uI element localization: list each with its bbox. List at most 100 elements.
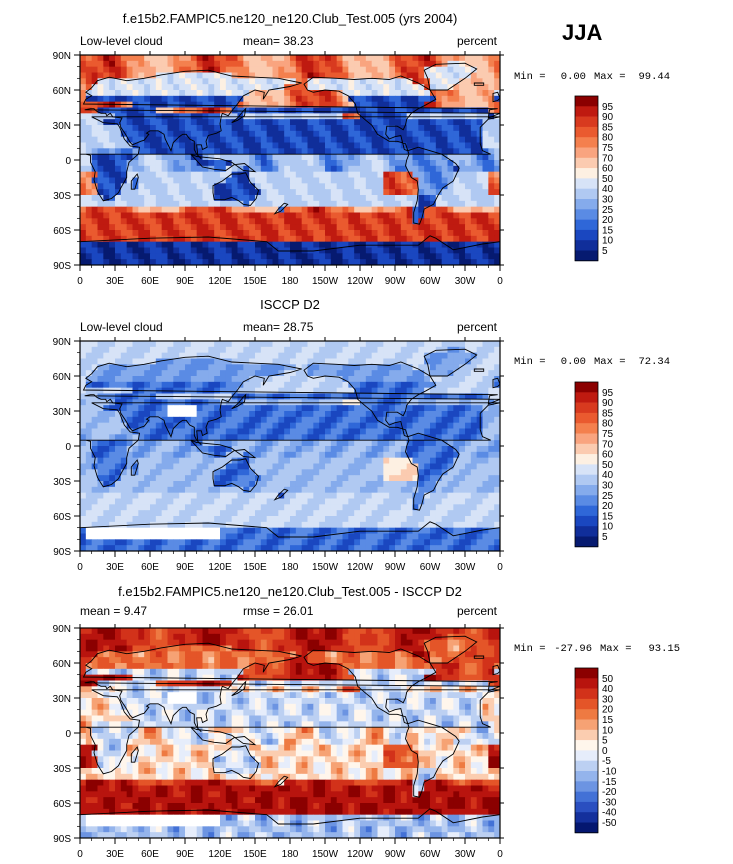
grid-cell (383, 469, 390, 476)
grid-cell (476, 405, 483, 412)
grid-cell (389, 341, 396, 348)
grid-cell (138, 165, 145, 173)
grid-cell (190, 72, 198, 79)
grid-cell (185, 428, 192, 435)
grid-cell (313, 393, 320, 400)
grid-cell (155, 247, 163, 254)
grid-cell (260, 481, 268, 488)
grid-cell (80, 171, 87, 178)
grid-cell (470, 218, 478, 225)
grid-cell (476, 195, 483, 202)
grid-cell (150, 189, 157, 196)
grid-cell (354, 451, 361, 459)
grid-cell (231, 218, 238, 225)
grid-cell (406, 206, 413, 213)
grid-cell (453, 160, 460, 167)
grid-cell (476, 154, 483, 161)
grid-cell (179, 510, 186, 517)
grid-cell (360, 206, 367, 213)
grid-cell (424, 492, 431, 499)
grid-cell (284, 446, 291, 453)
grid-cell (208, 411, 215, 418)
grid-cell (459, 434, 466, 441)
grid-cell (301, 516, 308, 523)
grid-cell (295, 125, 303, 132)
grid-cell (360, 469, 367, 476)
grid-cell (132, 148, 139, 155)
grid-cell (301, 451, 308, 459)
grid-cell (319, 101, 326, 108)
grid-cell (109, 177, 116, 184)
grid-cell (249, 101, 256, 108)
grid-cell (325, 142, 332, 149)
grid-cell (412, 84, 419, 91)
grid-cell (243, 469, 250, 476)
grid-cell (424, 457, 431, 464)
grid-cell (237, 393, 244, 400)
grid-cell (272, 498, 279, 505)
grid-cell (97, 481, 104, 488)
grid-cell (85, 206, 93, 213)
grid-cell (377, 516, 384, 523)
grid-cell (97, 125, 104, 132)
grid-cell (389, 346, 396, 354)
grid-cell (336, 446, 343, 453)
grid-cell (225, 463, 233, 470)
grid-cell (144, 206, 151, 213)
grid-cell (336, 119, 343, 126)
grid-cell (132, 352, 139, 359)
grid-cell (266, 364, 273, 371)
grid-cell (150, 171, 157, 178)
colorbar-swatch (575, 147, 598, 159)
grid-cell (295, 136, 303, 143)
grid-cell (482, 416, 489, 424)
grid-cell (249, 78, 256, 85)
grid-cell (225, 171, 233, 178)
grid-cell (383, 189, 390, 196)
grid-cell (161, 516, 168, 523)
grid-cell (354, 486, 361, 494)
grid-cell (144, 230, 151, 237)
grid-cell (120, 510, 128, 517)
grid-cell (453, 230, 460, 237)
grid-cell (360, 434, 367, 441)
grid-cell (325, 358, 332, 365)
grid-cell (237, 72, 244, 79)
grid-cell (319, 358, 326, 365)
grid-cell (155, 241, 163, 248)
grid-cell (459, 177, 466, 184)
grid-cell (365, 212, 373, 219)
grid-cell (377, 130, 384, 138)
grid-cell (249, 125, 256, 132)
grid-cell (395, 440, 402, 447)
grid-cell (348, 376, 355, 383)
grid-cell (418, 142, 425, 149)
grid-cell (266, 119, 273, 126)
grid-cell (237, 364, 244, 371)
grid-cell (325, 434, 332, 441)
grid-cell (360, 422, 367, 429)
grid-cell (266, 95, 273, 103)
grid-cell (459, 364, 466, 371)
grid-cell (85, 90, 93, 97)
grid-cell (266, 486, 273, 494)
grid-cell (365, 352, 373, 359)
grid-cell (255, 352, 262, 359)
grid-cell (255, 235, 262, 243)
grid-cell (488, 241, 495, 248)
grid-cell (354, 463, 361, 470)
grid-cell (132, 90, 139, 97)
grid-cell (161, 195, 168, 202)
grid-cell (231, 498, 238, 505)
grid-cell (418, 381, 425, 389)
grid-cell (109, 411, 116, 418)
grid-cell (342, 241, 349, 248)
grid-cell (260, 469, 268, 476)
colorbar-swatch (575, 137, 598, 148)
grid-cell (290, 230, 297, 237)
grid-cell (173, 376, 180, 383)
grid-cell (161, 346, 168, 354)
grid-cell (395, 469, 402, 476)
grid-cell (138, 142, 145, 149)
grid-cell (80, 416, 87, 424)
